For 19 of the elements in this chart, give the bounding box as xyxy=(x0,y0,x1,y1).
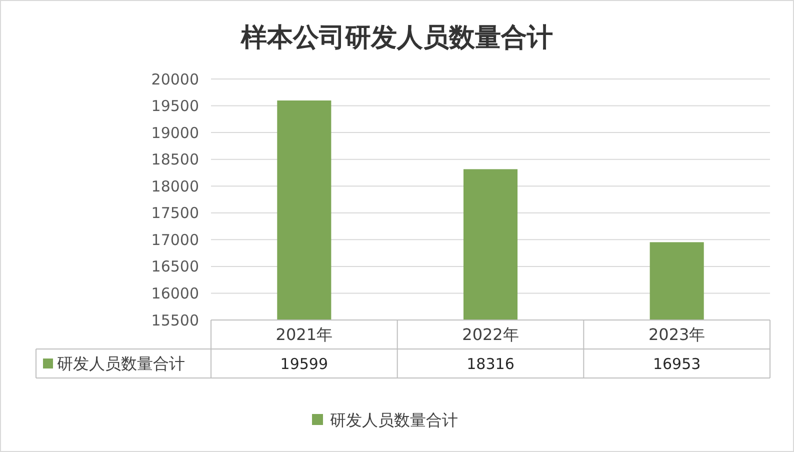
y-tick-label: 19500 xyxy=(151,97,199,116)
chart-title: 样本公司研发人员数量合计 xyxy=(240,23,553,53)
y-tick-label: 18500 xyxy=(151,150,199,169)
data-label: 19599 xyxy=(280,354,328,373)
x-tick-label: 2022年 xyxy=(462,325,519,344)
y-tick-label: 16000 xyxy=(151,284,199,302)
text: 研发人员数量合计 xyxy=(57,354,185,374)
y-tick-label: 17000 xyxy=(151,230,199,249)
y-tick-label: 17500 xyxy=(151,204,199,222)
y-tick-label: 19000 xyxy=(151,124,199,142)
x-tick-label: 2021年 xyxy=(276,325,333,344)
data-label: 18316 xyxy=(466,354,514,373)
y-tick-label: 16500 xyxy=(151,258,199,276)
data-label: 16953 xyxy=(652,354,701,373)
y-tick-label: 20000 xyxy=(151,70,199,88)
legend-label: 研发人员数量合计 xyxy=(330,410,458,430)
x-tick-label: 2023年 xyxy=(648,325,706,344)
y-tick-label: 18000 xyxy=(151,177,199,196)
y-tick-label: 15500 xyxy=(151,311,199,330)
